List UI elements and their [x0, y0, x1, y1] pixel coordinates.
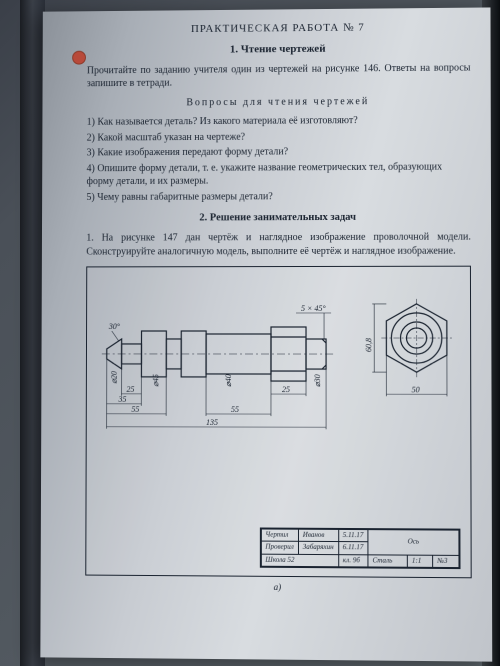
tb-r1c1: Чертил: [261, 529, 298, 542]
dim-width: 50: [412, 386, 420, 395]
intro-text: Прочитайте по заданию учителя один из че…: [87, 61, 471, 91]
tb-r1c3: 5.11.17: [338, 529, 368, 542]
dim-chamfer: 5 × 45°: [301, 304, 326, 313]
tb-school: Школа 52: [261, 554, 338, 567]
section2-title: 2. Решение занимательных задач: [86, 211, 470, 226]
textbook-page: ПРАКТИЧЕСКАЯ РАБОТА № 7 1. Чтение чертеж…: [40, 7, 492, 661]
drawing-title-block: Чертил Иванов 5.11.17 Ось Проверил Забар…: [259, 528, 460, 570]
task1-text: 1. На рисунке 147 дан чертёж и наглядное…: [86, 231, 471, 259]
dim-25b: 25: [282, 385, 290, 394]
dim-55b: 55: [231, 405, 239, 414]
question-3: 3) Какие изображения передают форму дета…: [87, 145, 471, 160]
dim-25a: 25: [126, 385, 134, 394]
section1-title: 1. Чтение чертежей: [87, 40, 471, 58]
dim-dia30: ⌀30: [313, 375, 322, 388]
question-4: 4) Опишите форму детали, т. е. укажите н…: [87, 160, 471, 189]
section-marker: [72, 51, 86, 65]
tb-material: Сталь: [368, 555, 407, 568]
tb-class: кл. 9б: [338, 555, 368, 568]
question-1: 1) Как называется деталь? Из какого мате…: [87, 114, 471, 130]
dim-height: 60,8: [364, 338, 373, 352]
tb-r2c2: Забаряхин: [298, 542, 338, 555]
dim-dia20: ⌀20: [110, 371, 119, 384]
tb-r1c2: Иванов: [298, 529, 338, 542]
figure-caption: а): [85, 580, 472, 595]
tb-r2c1: Проверил: [261, 542, 298, 555]
question-2: 2) Какой масштаб указан на чертеже?: [87, 129, 471, 145]
tb-part-name: Ось: [368, 530, 459, 556]
question-5: 5) Чему равны габаритные размеры детали?: [86, 189, 470, 204]
dim-135: 135: [206, 418, 218, 427]
technical-drawing-frame: 30° 5 × 45° ⌀20 ⌀45 ⌀40 ⌀30: [85, 266, 471, 579]
tb-r2c3: 6.11.17: [338, 542, 368, 555]
technical-drawing: 30° 5 × 45° ⌀20 ⌀45 ⌀40 ⌀30: [97, 279, 461, 460]
tb-scale: 1:1: [407, 555, 432, 568]
main-title: ПРАКТИЧЕСКАЯ РАБОТА № 7: [87, 20, 470, 38]
dim-dia45: ⌀45: [151, 374, 160, 387]
dim-55a: 55: [131, 405, 139, 414]
dim-dia40: ⌀40: [224, 375, 233, 388]
dim-35: 35: [118, 395, 127, 404]
tb-num: №3: [433, 555, 459, 568]
questions-heading: Вопросы для чтения чертежей: [87, 94, 471, 110]
dim-angle-30: 30°: [108, 322, 121, 331]
